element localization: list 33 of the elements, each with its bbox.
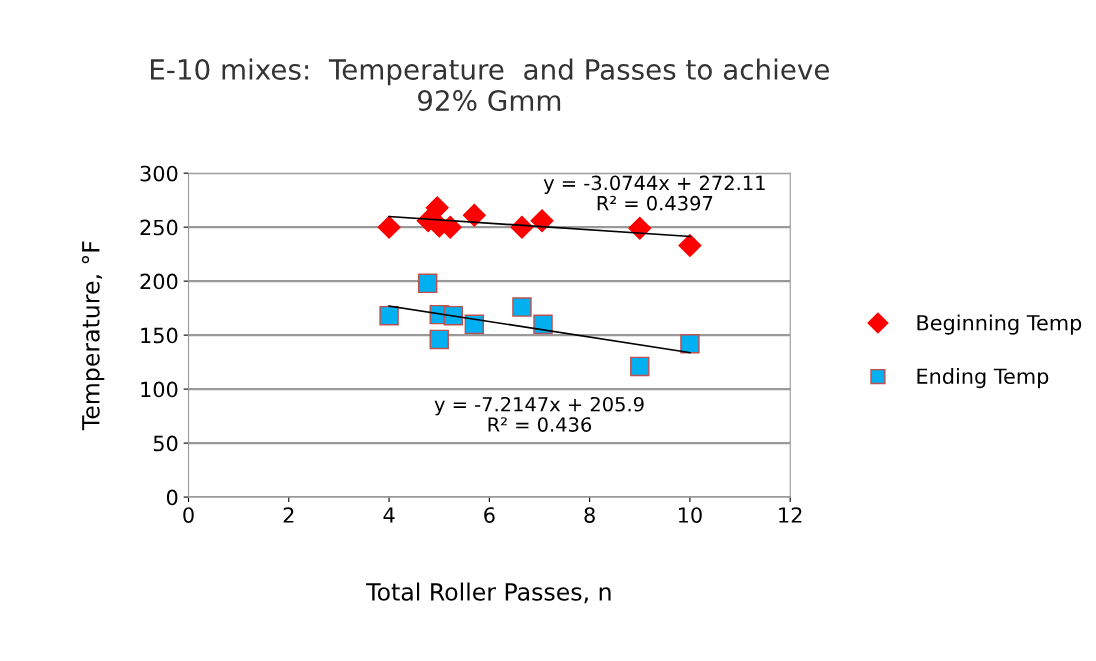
y-tick-label: 300 (140, 165, 178, 182)
y-tick-label: 0 (166, 489, 178, 506)
x-axis-title: Total Roller Passes, n (366, 582, 611, 604)
x-tick-label: 6 (484, 507, 495, 523)
point (417, 273, 438, 294)
point (462, 203, 486, 227)
point (425, 196, 449, 220)
x-tick-label: 2 (283, 507, 294, 523)
point (512, 297, 532, 317)
annotation: y = -3.0744x + 272.11 R² = 0.4397 (543, 175, 765, 211)
legend-label: Ending Temp (917, 367, 1049, 389)
annotation: y = -7.2147x + 205.9 R² = 0.436 (434, 396, 644, 432)
point (630, 356, 650, 377)
point (628, 216, 652, 240)
y-tick-label: 200 (140, 273, 178, 290)
y-tick-label: 100 (141, 381, 178, 398)
y-tick-label: 150 (141, 327, 178, 344)
x-tick-label: 8 (584, 507, 595, 523)
point (379, 305, 399, 326)
point (680, 334, 700, 354)
y-tick-label: 50 (153, 435, 178, 452)
y-axis-title: Temperature, °F (81, 241, 105, 431)
point (429, 329, 449, 350)
x-tick-label: 10 (678, 507, 702, 523)
point (678, 234, 702, 258)
point (530, 209, 554, 233)
x-tick-label: 4 (383, 507, 395, 523)
chart-title: E-10 mixes: Temperature and Passes to achieve 92% Gmm (151, 58, 829, 112)
x-tick-label: 12 (779, 507, 802, 523)
legend-label: Beginning Temp (917, 314, 1082, 335)
point (377, 215, 401, 239)
y-tick-label: 250 (140, 219, 178, 236)
x-tick-label: 0 (183, 507, 194, 523)
